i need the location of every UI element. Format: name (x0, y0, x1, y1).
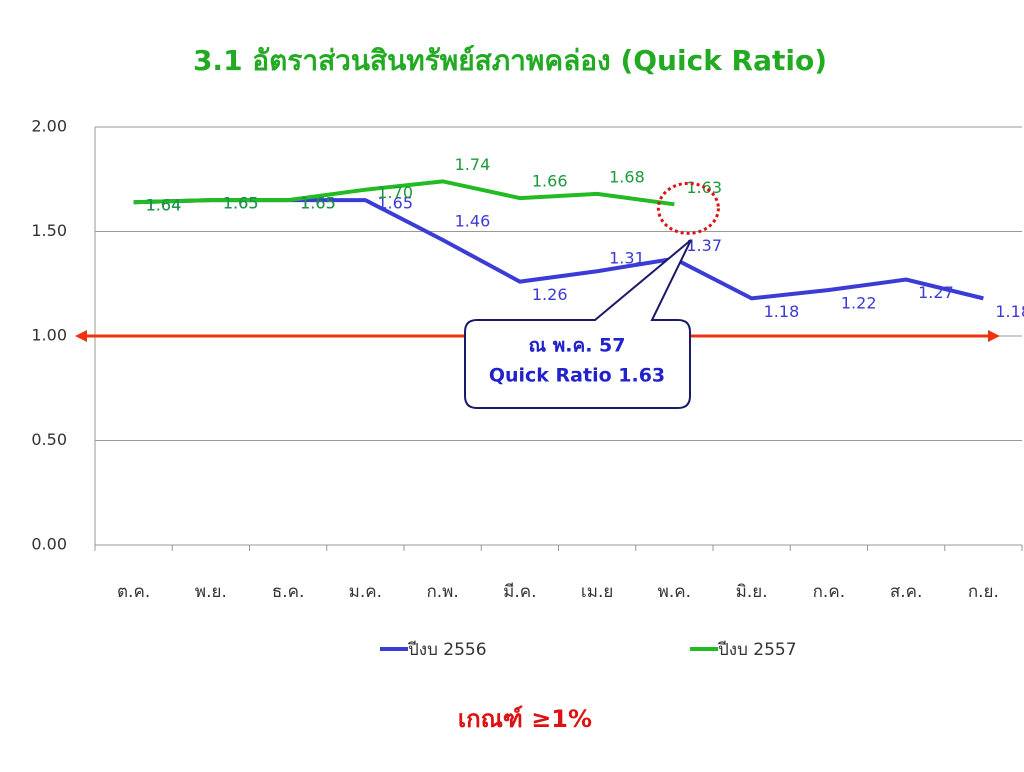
x-tick-label: ต.ค. (117, 582, 150, 602)
x-tick-label: ม.ค. (349, 582, 382, 602)
data-label: 1.68 (609, 167, 645, 186)
x-tick-label: ก.ย. (968, 582, 999, 602)
x-tick-label: ก.ค. (813, 582, 845, 602)
callout-text: Quick Ratio 1.63 (489, 365, 665, 387)
x-tick-label: ส.ค. (890, 582, 923, 602)
data-label: 1.65 (377, 194, 413, 213)
x-tick-label: เม.ย (581, 582, 613, 602)
legend-label: ปีงบ 2557 (717, 640, 796, 660)
callout-text: ณ พ.ค. 57 (529, 335, 626, 357)
y-tick-label: 0.00 (31, 535, 67, 554)
data-label: 1.64 (146, 196, 182, 215)
series-line (133, 198, 984, 301)
data-label: 1.74 (455, 155, 491, 174)
data-label: 1.65 (223, 194, 259, 213)
data-label: 1.27 (918, 283, 954, 302)
chart-title: 3.1 อัตราส่วนสินทรัพย์สภาพคล่อง (Quick R… (193, 44, 827, 77)
x-tick-label: พ.ย. (195, 582, 227, 602)
data-label: 1.64 (146, 196, 182, 215)
y-tick-label: 1.00 (31, 326, 67, 345)
x-tick-label: มี.ค. (503, 582, 536, 602)
x-tick-label: มิ.ย. (736, 582, 768, 602)
data-label: 1.18 (764, 302, 800, 321)
data-label: 1.37 (686, 236, 722, 255)
data-label: 1.18 (995, 302, 1024, 321)
x-tick-label: ก.พ. (426, 582, 458, 602)
data-label: 1.46 (455, 211, 491, 230)
x-tick-label: พ.ค. (658, 582, 691, 602)
data-label: 1.26 (532, 285, 568, 304)
data-label: 1.65 (300, 194, 336, 213)
y-tick-label: 2.00 (31, 117, 67, 136)
legend-label: ปีงบ 2556 (407, 640, 486, 660)
data-label: 1.66 (532, 172, 568, 191)
y-tick-label: 0.50 (31, 430, 67, 449)
data-label: 1.70 (377, 183, 413, 202)
data-label: 1.65 (300, 194, 336, 213)
data-label: 1.31 (609, 249, 645, 268)
y-tick-label: 1.50 (31, 221, 67, 240)
data-label: 1.65 (223, 194, 259, 213)
data-label: 1.22 (841, 294, 877, 313)
highlight-circle (656, 181, 720, 235)
footer: เกณฑ์ ≥1% (458, 705, 592, 733)
callout-box (464, 239, 692, 409)
x-tick-label: ธ.ค. (272, 582, 305, 602)
series-line (133, 179, 675, 207)
